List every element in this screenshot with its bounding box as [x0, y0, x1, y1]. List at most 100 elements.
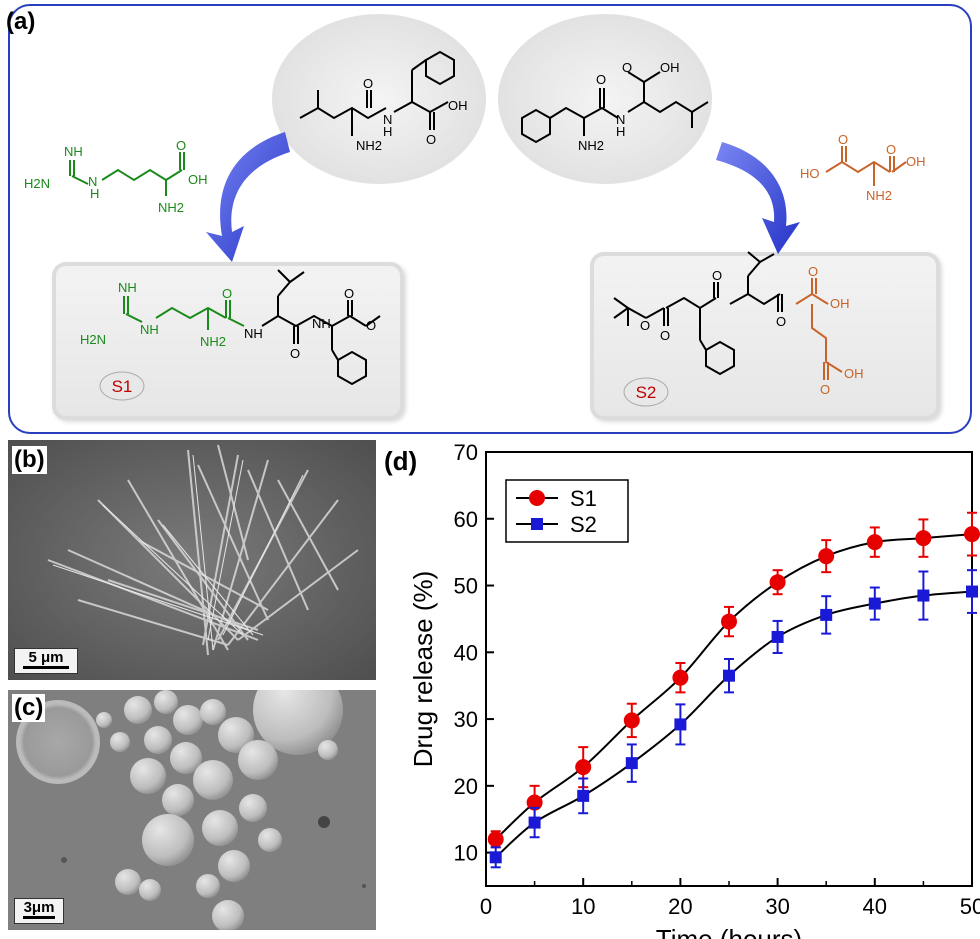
data-point — [487, 831, 504, 848]
x-tick-label: 20 — [668, 894, 692, 919]
s1-h2n: H2N — [80, 332, 106, 347]
y-tick-label: 30 — [454, 707, 478, 732]
arrow-to-s1 — [206, 132, 290, 262]
s1-structure — [123, 269, 381, 386]
s1-o-green: O — [222, 286, 232, 301]
sem-image-spheres — [8, 690, 376, 930]
glu-nh2: NH2 — [866, 188, 892, 203]
y-tick-label: 70 — [454, 440, 478, 465]
sem-image-fibers — [8, 440, 376, 680]
phe-leu-nh2: NH2 — [578, 138, 604, 153]
glu-oh: OH — [906, 154, 926, 169]
phe-leu-o1: O — [596, 72, 606, 87]
data-point — [818, 548, 835, 565]
data-point — [577, 789, 590, 802]
arg-h2n: H2N — [24, 176, 50, 191]
glu-o2: O — [886, 142, 896, 157]
scale-bar-b: 5 μm — [14, 648, 78, 674]
s2-o6: O — [820, 382, 830, 397]
arg-oh: OH — [188, 172, 208, 187]
s2-oh1: OH — [830, 296, 850, 311]
leu-phe-oh: OH — [448, 98, 468, 113]
arg-h: H — [90, 186, 99, 201]
x-tick-label: 50 — [960, 894, 980, 919]
s1-o-black1: O — [290, 346, 300, 361]
data-point — [489, 851, 502, 864]
panel-label-b: (b) — [12, 446, 47, 474]
scale-bar-c-label: 3μm — [23, 899, 55, 916]
scheme-drawing: NH2 N H O O OH NH2 N H O O OH NH H2N N H… — [24, 50, 926, 407]
s2-label: S2 — [636, 383, 657, 402]
arg-n: N — [88, 174, 97, 189]
sphere-cluster-drawing — [8, 690, 376, 930]
arg-nh2: NH2 — [158, 200, 184, 215]
s1-o-black3: O — [366, 318, 376, 333]
s2-oh2: OH — [844, 366, 864, 381]
phe-leu-h: H — [616, 124, 625, 139]
glu-ho: HO — [800, 166, 820, 181]
phe-leu-oh: OH — [660, 60, 680, 75]
s2-structure — [613, 251, 843, 380]
data-point — [866, 534, 883, 551]
panel-label-a: (a) — [6, 8, 36, 35]
y-tick-label: 10 — [454, 841, 478, 866]
glu-o1: O — [838, 132, 848, 147]
data-point — [623, 712, 640, 729]
data-point — [528, 816, 541, 829]
legend-label-s2: S2 — [570, 512, 597, 537]
data-point — [526, 794, 543, 811]
data-point — [672, 669, 689, 686]
leu-phe-o1: O — [363, 76, 373, 91]
scale-bar-c: 3μm — [14, 898, 64, 924]
data-point — [769, 574, 786, 591]
s2-label-pill — [623, 377, 669, 407]
legend-label-s1: S1 — [570, 486, 597, 511]
phe-leu-structure — [521, 71, 709, 144]
series-line — [495, 590, 973, 859]
x-axis-label: Time (hours) — [656, 924, 802, 939]
leu-phe-nh2: NH2 — [356, 138, 382, 153]
series-s2 — [489, 569, 978, 869]
scheme-panel — [8, 4, 972, 434]
data-point — [723, 669, 735, 682]
s1-label: S1 — [112, 377, 133, 396]
legend-marker — [529, 490, 545, 506]
s1-nh-black1: NH — [244, 326, 263, 341]
data-point — [674, 718, 687, 731]
s1-nh2: NH2 — [200, 334, 226, 349]
fiber-network-drawing — [8, 440, 376, 680]
data-point — [820, 608, 833, 621]
s2-o2: O — [660, 328, 670, 343]
data-point — [771, 630, 784, 643]
y-tick-label: 50 — [454, 574, 478, 599]
data-point — [868, 597, 881, 610]
scale-bar-c-line — [23, 916, 55, 919]
data-point — [966, 585, 978, 598]
data-point — [917, 589, 930, 602]
phe-leu-n: N — [616, 112, 625, 127]
data-point — [915, 530, 932, 547]
data-point — [625, 757, 638, 770]
arginine-structure — [69, 152, 185, 196]
s1-label-pill — [99, 371, 145, 401]
x-tick-label: 40 — [863, 894, 887, 919]
series-line — [495, 533, 973, 840]
arrow-to-s2 — [716, 142, 800, 254]
x-tick-label: 30 — [765, 894, 789, 919]
s1-nh-black2: NH — [312, 316, 331, 331]
scale-bar-b-label: 5 μm — [28, 649, 64, 666]
s1-nh-top: NH — [118, 280, 137, 295]
s1-nh-mid: NH — [140, 322, 159, 337]
phe-leu-o2: O — [622, 60, 632, 75]
series-s1 — [487, 511, 980, 849]
leu-phe-bubble — [272, 14, 486, 184]
scale-bar-b-line — [23, 666, 69, 669]
legend-box — [505, 479, 629, 543]
s1-o-black2: O — [344, 286, 354, 301]
leu-phe-o2: O — [426, 132, 436, 147]
legend-marker — [531, 518, 543, 530]
s2-o3: O — [712, 268, 722, 283]
x-tick-label: 10 — [571, 894, 595, 919]
arg-nh: NH — [64, 144, 83, 159]
